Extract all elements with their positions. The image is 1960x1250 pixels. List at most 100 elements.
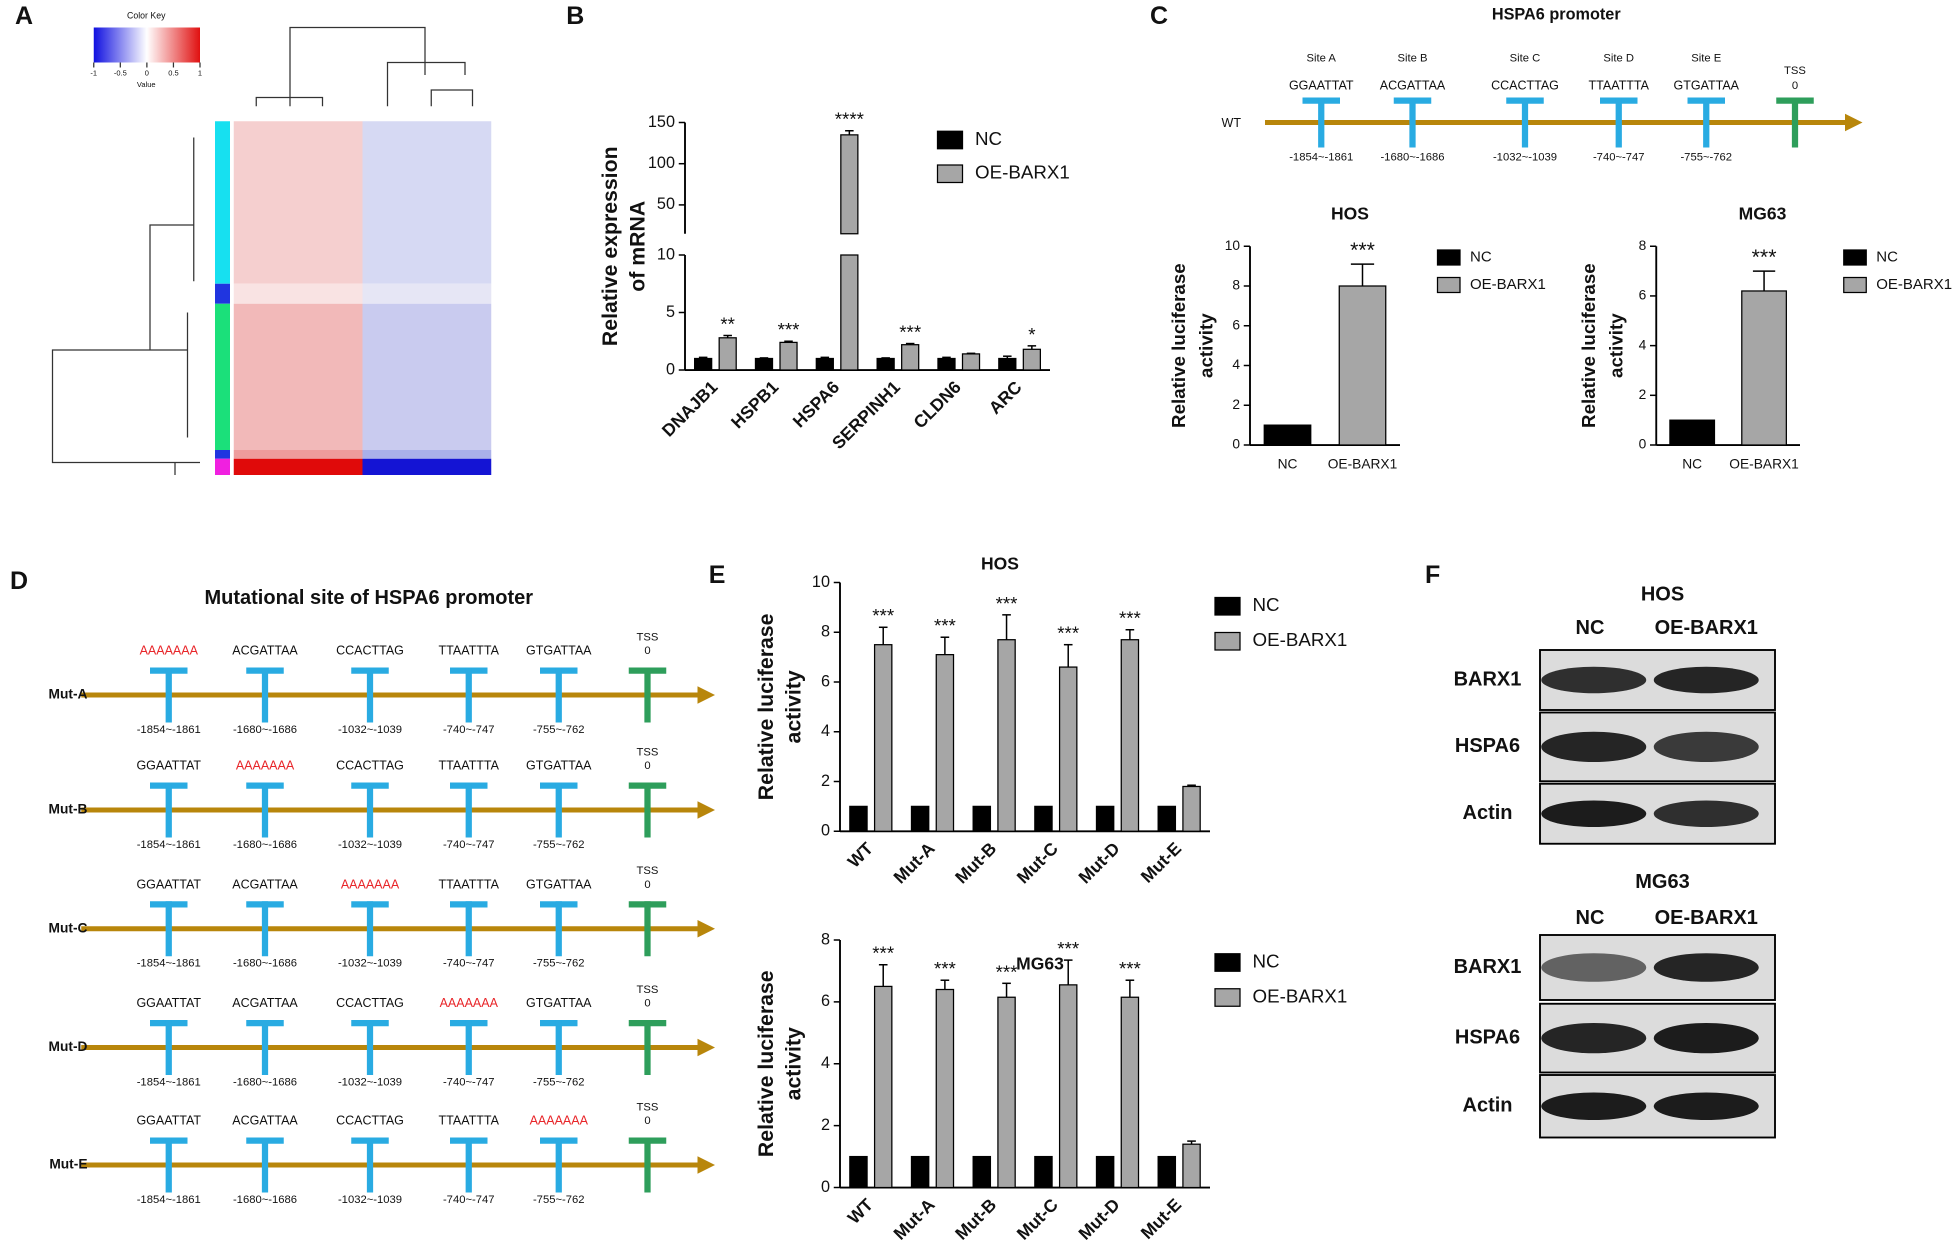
legend-label: NC (1253, 950, 1280, 971)
color-key-tick-label: 0.5 (168, 69, 178, 78)
panel-label: C (1150, 2, 1168, 30)
site-sequence: TTAATTTA (439, 644, 500, 658)
chart-title: HOS (981, 554, 1019, 574)
site-marker (261, 901, 269, 957)
y-tick-label: 2 (821, 1116, 830, 1134)
bar (1058, 984, 1078, 1189)
legend-label: OE-BARX1 (1253, 985, 1348, 1006)
site-position: -755~-762 (533, 1194, 585, 1206)
legend-swatch (936, 164, 964, 184)
bar (910, 805, 930, 832)
y-tick-label: 8 (1232, 278, 1240, 293)
legend-label: NC (1876, 248, 1898, 265)
site-position: -1032~-1039 (338, 1076, 402, 1088)
color-key-tick-label: 0 (145, 69, 149, 78)
site-marker (1521, 97, 1529, 148)
blot-band (1541, 953, 1647, 982)
site-sequence: CCACTTAG (336, 644, 404, 658)
site-sequence: ACGATTAA (232, 1114, 298, 1128)
site-sequence: GTGATTAA (526, 877, 592, 891)
y-tick-label: 50 (657, 195, 675, 213)
bar (1157, 1155, 1177, 1189)
bar (1095, 805, 1115, 832)
site-position: -1032~-1039 (338, 958, 402, 970)
y-tick-label: 8 (1639, 238, 1647, 253)
site-marker (165, 901, 172, 957)
site-sequence: CCACTTAG (1491, 79, 1559, 93)
site-sequence: ACGATTAA (232, 877, 298, 891)
site-position: -740~-747 (443, 1076, 495, 1088)
row-label: Mut-D (49, 1039, 88, 1054)
legend-label: OE-BARX1 (975, 162, 1070, 183)
legend-label: OE-BARX1 (1876, 276, 1952, 293)
site-marker (261, 1137, 269, 1193)
legend-label: NC (1470, 248, 1492, 265)
site-sequence: CCACTTAG (336, 759, 404, 773)
y-tick-label: 8 (821, 623, 830, 641)
significance: *** (872, 605, 894, 626)
legend-swatch (1214, 988, 1241, 1007)
significance: * (1028, 324, 1035, 345)
color-key-tick-label: 1 (198, 69, 202, 78)
y-tick-label: 0 (821, 1178, 830, 1196)
site-position: -1032~-1039 (1493, 151, 1557, 163)
site-marker (555, 1137, 562, 1193)
site-position: -1854~-1861 (137, 724, 201, 736)
site-sequence: GTGATTAA (526, 759, 592, 773)
x-tick-label: NC (1682, 457, 1702, 472)
legend-label: OE-BARX1 (1253, 629, 1348, 650)
significance: *** (1057, 623, 1079, 644)
significance: *** (1119, 608, 1141, 629)
tss-position: 0 (644, 998, 650, 1010)
lane-label: OE-BARX1 (1655, 617, 1758, 639)
site-sequence: AAAAAAA (440, 996, 499, 1010)
significance: ** (720, 313, 735, 334)
x-tick-label: HSPA6 (789, 377, 844, 432)
site-marker (555, 901, 562, 957)
row-label: Mut-B (49, 802, 88, 817)
x-tick-label: Mut-E (1137, 1194, 1186, 1243)
y-tick-label: 6 (1639, 288, 1647, 303)
tss-label: TSS (637, 746, 659, 758)
x-tick-label: Mut-E (1137, 838, 1186, 887)
y-tick-label: 4 (1232, 357, 1240, 372)
site-marker (261, 1020, 269, 1075)
blot-band (1653, 953, 1759, 982)
site-marker (1703, 97, 1710, 148)
site-marker (644, 667, 651, 723)
color-key-tick-label: -1 (90, 69, 97, 78)
y-tick-label: 150 (648, 113, 675, 131)
site-sequence: GTGATTAA (1673, 79, 1739, 93)
color-key-title: Color Key (127, 11, 166, 21)
x-tick-label: Mut-D (1074, 838, 1123, 887)
site-position: -740~-747 (443, 1194, 495, 1206)
mutation-title: Mutational site of HSPA6 promoter (204, 587, 533, 609)
site-position: -755~-762 (533, 1076, 585, 1088)
bar (1022, 348, 1041, 371)
y-axis-label: activity (1605, 313, 1626, 378)
site-position: -1032~-1039 (338, 724, 402, 736)
x-tick-label: Mut-B (951, 838, 1000, 887)
bar (1263, 424, 1312, 446)
site-sequence: TTAATTTA (439, 759, 500, 773)
bar (910, 1155, 930, 1189)
panel-label: A (15, 2, 33, 30)
site-marker (1409, 97, 1416, 148)
significance: *** (1057, 938, 1079, 959)
site-marker (555, 1020, 562, 1075)
heatmap (51, 26, 492, 475)
tss-position: 0 (644, 879, 650, 891)
row-label: Mut-C (49, 920, 88, 935)
site-marker (465, 1020, 472, 1075)
bar (694, 357, 713, 371)
blot-band (1653, 731, 1759, 763)
y-tick-label: 4 (1639, 337, 1647, 352)
bar (901, 344, 920, 371)
bar (1741, 290, 1787, 446)
site-sequence: GGAATTAT (136, 1114, 201, 1128)
x-tick-label: CLDN6 (909, 377, 965, 433)
y-tick-label: 6 (821, 672, 830, 690)
bar (815, 357, 834, 371)
site-marker (1791, 97, 1799, 148)
y-tick-label: 8 (821, 930, 830, 948)
